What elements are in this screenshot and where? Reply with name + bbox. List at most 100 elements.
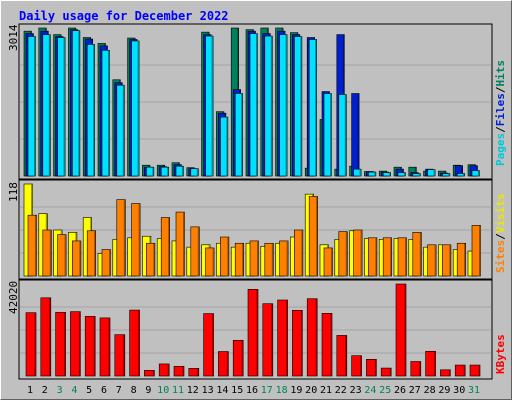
visitors-bar-sites-day-18-shade	[286, 241, 288, 276]
requests-bar-pages-day-17-shade	[270, 36, 272, 176]
visitors-bar-sites-day-15	[234, 242, 244, 277]
visitors-bar-sites-day-28-shade	[434, 245, 436, 276]
kbytes-bar-kbytes-day-3-shade	[64, 312, 66, 376]
kbytes-bar-kbytes-day-1	[25, 312, 37, 377]
visitors-bar-sites-day-2-shade	[49, 230, 51, 276]
x-tick-label: 23	[350, 385, 362, 396]
requests-bar-pages-day-12	[190, 168, 199, 177]
requests-bar-pages-day-1	[27, 36, 36, 177]
requests-legend: Pages/Files/Hits	[494, 60, 507, 166]
x-tick-label: 31	[468, 385, 480, 396]
x-tick-label: 9	[145, 385, 151, 396]
requests-bar-pages-day-30	[456, 173, 466, 177]
x-tick-label: 14	[216, 385, 228, 396]
requests-bar-pages-day-29-shade	[448, 173, 450, 176]
visitors-bar-sites-day-23-shade	[360, 230, 362, 276]
visitors-bar-sites-day-11	[175, 211, 185, 277]
visitors-bar-sites-day-16	[249, 240, 259, 277]
requests-bar-pages-day-31-shade	[478, 170, 480, 176]
kbytes-bar-kbytes-day-6	[99, 317, 111, 377]
kbytes-bar-kbytes-day-15	[232, 339, 244, 377]
visitors-panel: 118 Sites/Visits	[7, 179, 507, 280]
requests-bar-pages-day-9-shade	[152, 167, 154, 176]
requests-bar-pages-day-27-shade	[418, 173, 420, 176]
x-tick-label: 7	[116, 385, 122, 396]
visitors-bar-sites-day-31	[471, 225, 481, 277]
requests-bar-pages-day-15	[234, 93, 243, 177]
requests-bar-files-day-30-shade	[461, 165, 463, 176]
kbytes-bar-kbytes-day-30-shade	[463, 365, 465, 376]
kbytes-bar-kbytes-day-18-shade	[286, 300, 288, 376]
kbytes-legend: KBytes	[494, 334, 507, 374]
kbytes-bar-kbytes-day-31	[469, 364, 481, 377]
x-tick-label: 24	[364, 385, 376, 396]
kbytes-bar-kbytes-day-14-shade	[226, 351, 229, 376]
requests-bar-pages-day-20	[308, 39, 318, 177]
kbytes-bar-kbytes-day-22	[336, 335, 348, 377]
x-tick-label: 3	[57, 385, 63, 396]
requests-bar-pages-day-13-shade	[211, 36, 213, 176]
x-tick-label: 15	[231, 385, 243, 396]
requests-bar-pages-day-24-shade	[374, 172, 376, 176]
visitors-bar-sites-day-29	[442, 244, 452, 277]
requests-bar-pages-day-7-shade	[122, 85, 124, 176]
legend-visits: Visits	[494, 194, 507, 234]
visitors-bar-sites-day-30-shade	[464, 243, 466, 276]
x-tick-label: 4	[71, 385, 77, 396]
x-tick-label: 2	[42, 385, 48, 396]
requests-bar-pages-day-21-shade	[330, 93, 332, 176]
kbytes-bar-kbytes-day-28-shade	[434, 351, 436, 376]
requests-bar-pages-day-23	[353, 168, 362, 177]
legend-files: Files	[494, 93, 507, 126]
x-tick-label: 30	[453, 385, 465, 396]
requests-bar-pages-day-14	[220, 116, 229, 177]
x-tick-label: 16	[246, 385, 258, 396]
visitors-bar-sites-day-17-shade	[271, 243, 273, 276]
visitors-bar-sites-day-10	[160, 217, 170, 277]
requests-bar-pages-day-25-shade	[389, 172, 391, 176]
kbytes-bar-kbytes-day-29-shade	[448, 370, 451, 376]
requests-bar-pages-day-15-shade	[241, 93, 243, 176]
kbytes-bar-kbytes-day-26-shade	[404, 284, 406, 376]
kbytes-bar-kbytes-day-26	[395, 283, 407, 377]
kbytes-panel: 42020 KBytes	[7, 279, 507, 380]
kbytes-bar-kbytes-day-5	[84, 316, 96, 377]
requests-bar-pages-day-14-shade	[226, 117, 228, 176]
requests-bar-hits-day-27-shade	[414, 167, 416, 176]
kbytes-bar-kbytes-day-7	[114, 334, 126, 377]
requests-bar-pages-day-20-shade	[315, 39, 317, 176]
kbytes-bar-kbytes-day-10-shade	[167, 364, 169, 376]
x-tick-label: 29	[438, 385, 450, 396]
kbytes-bar-kbytes-day-10	[158, 363, 170, 377]
x-tick-label: 13	[202, 385, 214, 396]
requests-bar-pages-day-26-shade	[404, 172, 406, 176]
kbytes-bar-kbytes-day-15-shade	[241, 340, 243, 376]
requests-bar-pages-day-2	[42, 34, 51, 177]
visitors-bar-sites-day-24-shade	[375, 238, 377, 276]
requests-bar-pages-day-19	[294, 36, 303, 177]
requests-bar-pages-day-31	[471, 170, 480, 177]
kbytes-bar-kbytes-day-16-shade	[256, 289, 258, 376]
kbytes-bar-kbytes-day-9-shade	[152, 370, 155, 376]
x-axis: 1 2 3 4 5 6 7 8 9 10 11 12 13 14 15 16 17 18 19 20 21 22 23 24 2…	[27, 385, 480, 396]
visitors-bar-sites-day-29-shade	[449, 245, 451, 276]
visitors-bar-sites-day-20	[308, 196, 319, 277]
kbytes-bar-kbytes-day-3	[55, 311, 66, 377]
requests-bar-pages-day-28-shade	[433, 169, 435, 176]
x-tick-label: 8	[131, 385, 137, 396]
visitors-bar-sites-day-8	[131, 203, 141, 277]
requests-bar-pages-day-23-shade	[359, 169, 361, 176]
requests-bar-pages-day-11	[175, 165, 184, 177]
requests-bar-pages-day-2-shade	[48, 34, 50, 176]
visitors-legend: Sites/Visits	[494, 194, 507, 274]
visitors-bar-sites-day-16-shade	[257, 241, 259, 276]
kbytes-bar-kbytes-day-12	[188, 368, 200, 377]
visitors-bar-sites-day-22	[338, 231, 348, 277]
requests-bar-pages-day-30-shade	[463, 173, 465, 176]
visitors-bar-sites-day-19	[294, 229, 304, 277]
kbytes-bar-kbytes-day-17	[262, 303, 274, 377]
kbytes-bar-kbytes-day-7-shade	[123, 334, 125, 376]
visitors-bar-sites-day-19-shade	[301, 230, 303, 276]
visitors-bar-sites-day-30	[456, 242, 467, 277]
kbytes-bar-kbytes-day-25	[380, 367, 392, 377]
